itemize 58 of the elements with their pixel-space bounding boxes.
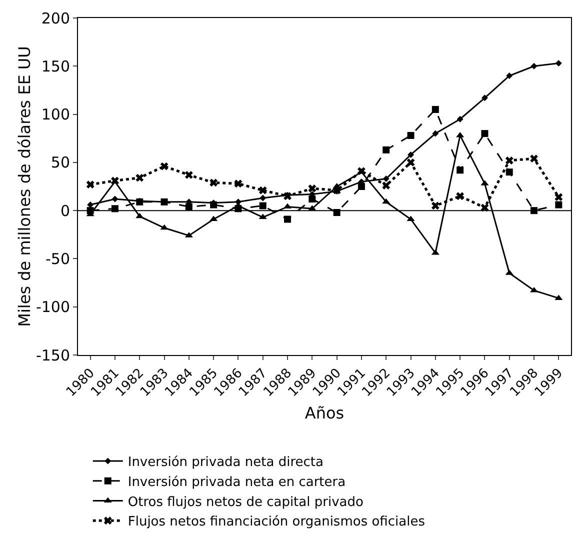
y-tick-label: 0 <box>60 202 70 220</box>
point <box>530 154 538 163</box>
point <box>382 198 390 204</box>
point <box>258 186 267 194</box>
point <box>259 202 266 210</box>
point <box>112 196 118 202</box>
y-tick-label: 200 <box>41 9 70 28</box>
point <box>481 130 488 138</box>
point <box>530 62 538 70</box>
y-tick-label: 50 <box>50 154 70 172</box>
point <box>506 72 513 80</box>
y-tick-label: -50 <box>46 250 70 268</box>
point <box>456 192 464 200</box>
point <box>210 178 218 187</box>
point <box>160 162 168 170</box>
legend-label: Inversión privada neta en cartera <box>128 474 346 490</box>
point <box>87 202 94 208</box>
point <box>554 193 563 202</box>
point <box>506 168 513 176</box>
point <box>185 203 192 210</box>
point <box>160 224 168 230</box>
point <box>308 184 316 192</box>
point <box>407 132 414 139</box>
point <box>456 132 464 138</box>
x-axis-title: Años <box>304 404 344 423</box>
point <box>382 182 390 190</box>
point <box>184 170 193 179</box>
y-axis-title: Miles de millones de dólares EE UU <box>14 46 34 327</box>
point <box>505 156 514 164</box>
point <box>136 174 144 182</box>
legend-label: Inversión privada neta directa <box>128 455 324 470</box>
point <box>308 196 316 203</box>
legend-label: Otros flujos netos de capital privado <box>128 494 364 510</box>
y-tick-label: 100 <box>41 106 70 124</box>
point <box>432 106 439 113</box>
legend-label: Flujos netos financiación organismos oficiales <box>128 514 426 530</box>
point <box>234 180 242 188</box>
point <box>382 176 390 182</box>
y-tick-label: -100 <box>36 298 70 316</box>
y-tick-label: -150 <box>36 346 70 364</box>
y-tick-label: 150 <box>41 57 70 76</box>
point <box>284 216 292 223</box>
point <box>260 194 266 202</box>
point <box>456 166 464 174</box>
point <box>358 183 365 190</box>
point <box>408 151 414 158</box>
point <box>432 130 439 137</box>
point <box>456 116 464 122</box>
point <box>136 212 144 218</box>
point <box>258 214 267 220</box>
point <box>431 202 440 210</box>
point <box>555 201 562 208</box>
point <box>555 60 562 66</box>
point <box>406 158 415 166</box>
point <box>86 180 94 189</box>
point <box>431 249 440 255</box>
point <box>481 94 488 102</box>
point <box>382 146 390 154</box>
